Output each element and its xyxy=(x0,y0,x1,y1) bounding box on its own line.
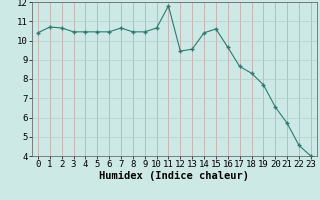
X-axis label: Humidex (Indice chaleur): Humidex (Indice chaleur) xyxy=(100,171,249,181)
